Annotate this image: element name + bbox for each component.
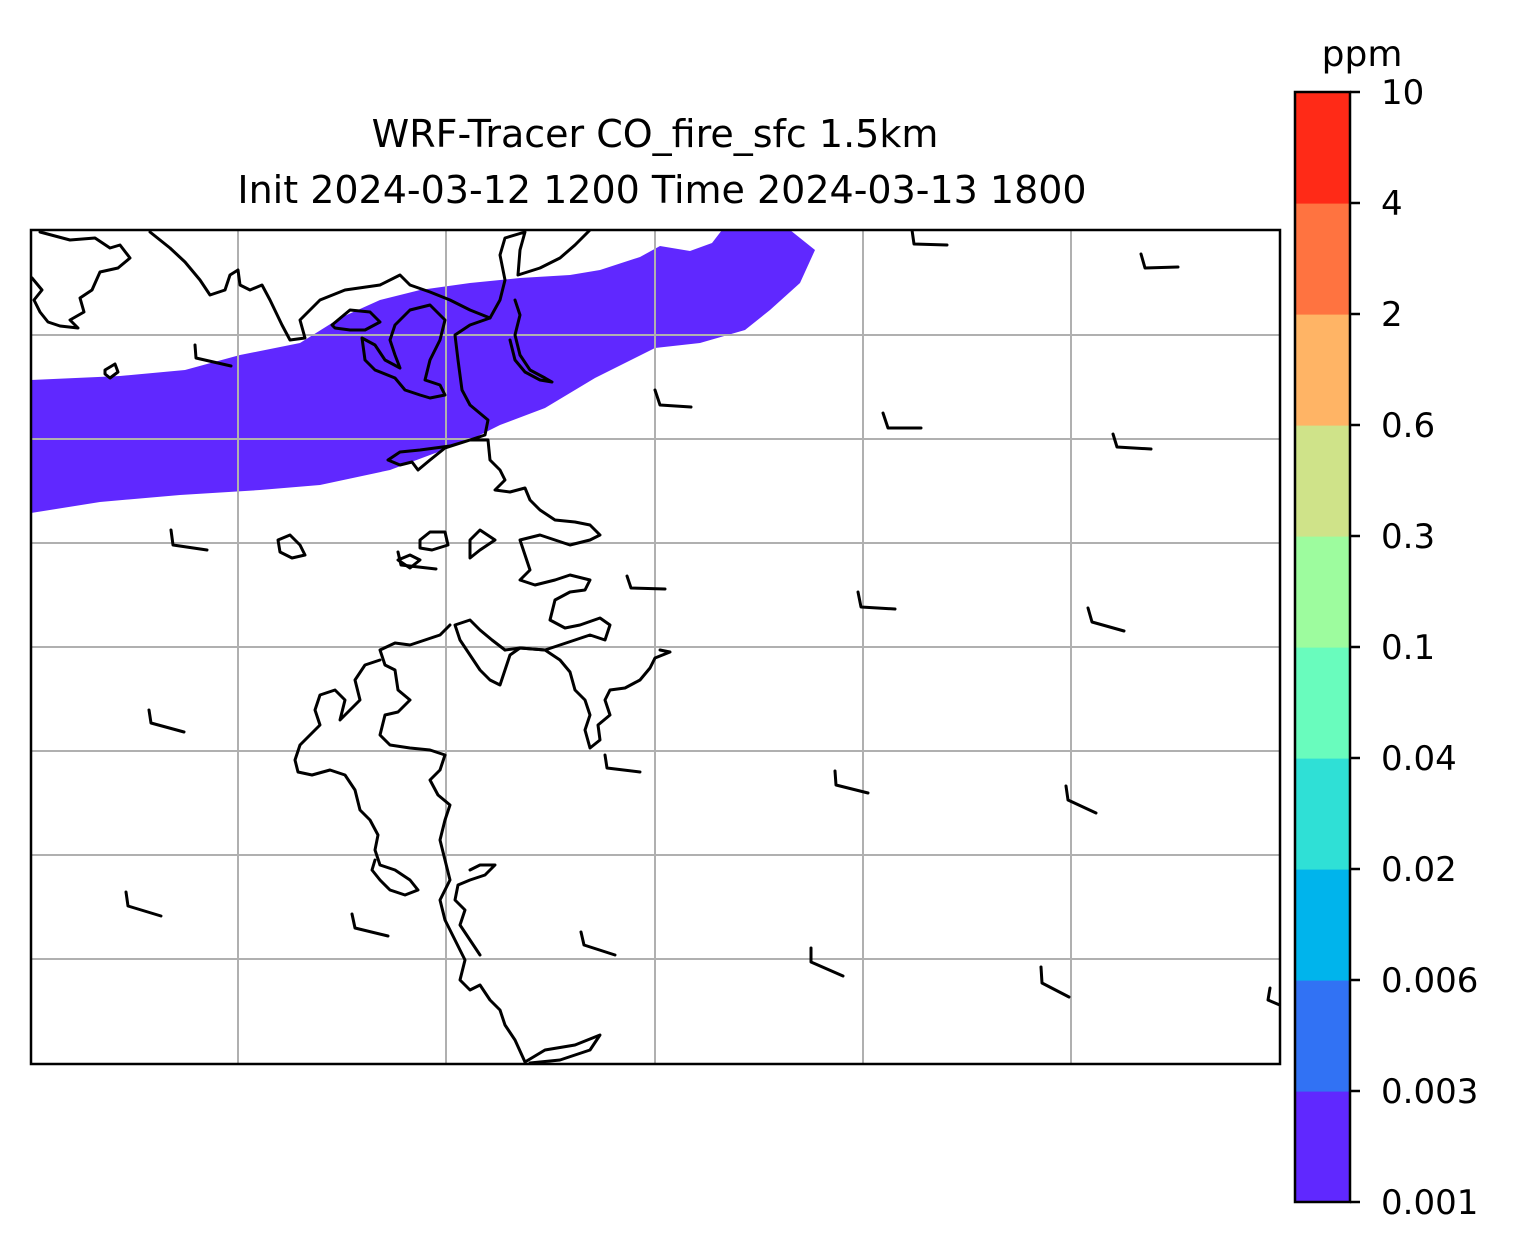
colorbar-segment xyxy=(1295,536,1350,648)
co-plume xyxy=(31,230,815,513)
colorbar-tick-label: 0.1 xyxy=(1381,628,1435,668)
colorbar-tick-label: 0.6 xyxy=(1381,406,1435,446)
colorbar-tick-label: 0.04 xyxy=(1381,739,1457,779)
colorbar-tick-label: 2 xyxy=(1381,295,1403,335)
title-line-1: WRF-Tracer CO_fire_sfc 1.5km xyxy=(372,112,939,156)
colorbar: ppm 0.001 0.003 0.006 0.02 0.04 0.1 0.3 0.6 2 4 10 xyxy=(1293,34,1478,1223)
colorbar-segment xyxy=(1295,425,1350,537)
colorbar-segment xyxy=(1295,869,1350,981)
title-line-2: Init 2024-03-12 1200 Time 2024-03-13 180… xyxy=(237,168,1086,212)
colorbar-tick-label: 0.3 xyxy=(1381,517,1435,557)
colorbar-segment xyxy=(1295,203,1350,315)
colorbar-unit-label: ppm xyxy=(1322,34,1403,75)
colorbar-segment xyxy=(1295,758,1350,870)
colorbar-tick-label: 4 xyxy=(1381,184,1403,224)
colorbar-tick-label: 10 xyxy=(1381,73,1424,113)
colorbar-tick-label: 0.003 xyxy=(1381,1072,1478,1112)
colorbar-segment xyxy=(1295,980,1350,1092)
gridlines xyxy=(31,230,1280,1064)
colorbar-segment xyxy=(1295,1091,1350,1203)
colorbar-segment xyxy=(1295,647,1350,759)
colorbar-tick-label: 0.006 xyxy=(1381,961,1478,1001)
colorbar-tick-label: 0.001 xyxy=(1381,1183,1478,1223)
coastline xyxy=(31,230,672,1064)
colorbar-tick-label: 0.02 xyxy=(1381,850,1457,890)
wind-barbs xyxy=(124,230,1280,1007)
map-panel xyxy=(31,230,1280,1064)
colorbar-segment xyxy=(1295,314,1350,426)
map-frame xyxy=(29,228,1282,1066)
colorbar-segment xyxy=(1295,92,1350,204)
